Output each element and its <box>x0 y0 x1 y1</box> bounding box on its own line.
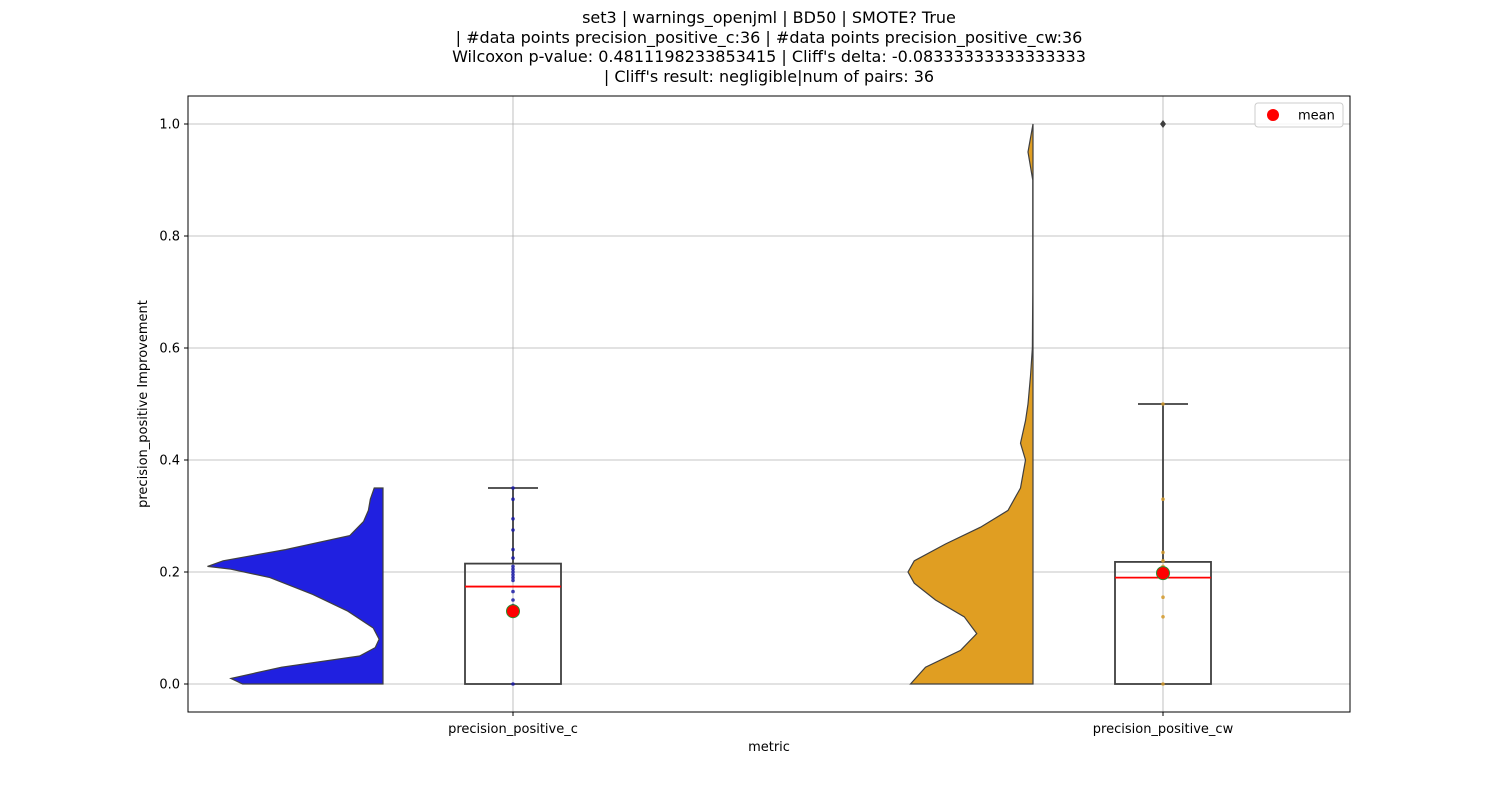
data-point <box>1161 550 1165 555</box>
box-layer <box>464 120 1212 686</box>
y-axis-label: precision_positive Improvement <box>136 300 151 508</box>
title-line: Wilcoxon p-value: 0.4811198233853415 | C… <box>452 47 1086 66</box>
violin-precision_positive_c <box>207 487 384 685</box>
legend-label: mean <box>1298 109 1335 124</box>
plot-frame <box>187 95 1351 713</box>
data-point <box>511 575 515 580</box>
y-tick-label: 0.4 <box>159 454 180 469</box>
legend-box <box>1254 102 1344 128</box>
title-line: | #data points precision_positive_c:36 |… <box>455 27 1083 47</box>
data-point <box>511 570 515 574</box>
title-line: | Cliff's result: negligible|num of pair… <box>603 66 935 86</box>
data-point <box>1161 559 1165 563</box>
data-point <box>511 589 515 594</box>
data-point <box>511 486 515 490</box>
y-tick-label: 1.0 <box>159 118 180 133</box>
data-point <box>511 573 515 577</box>
title-line: set3 | warnings_openjml | BD50 | SMOTE? … <box>582 8 956 27</box>
data-point <box>511 567 515 571</box>
mean-marker <box>506 604 520 619</box>
data-point <box>511 578 515 583</box>
axes-layer: 0.0 0.2 0.4 0.6 0.8 1.0 precision_positive_c pr… <box>136 95 1351 755</box>
y-tick-label: 0.2 <box>159 566 180 581</box>
violin-layer <box>207 123 1034 685</box>
chart-title: set3 | warnings_openjml | BD50 | SMOTE? … <box>0 8 1500 86</box>
data-point <box>511 556 515 560</box>
y-tick-label: 0.6 <box>159 342 180 357</box>
data-point <box>1161 615 1165 619</box>
legend-marker <box>1267 109 1279 121</box>
data-point <box>1161 497 1165 502</box>
data-point <box>511 682 515 686</box>
y-tick-label: 0.8 <box>159 230 180 245</box>
outlier-point <box>1160 120 1166 128</box>
data-point <box>511 497 515 502</box>
x-tick-label: precision_positive_cw <box>1093 722 1234 737</box>
data-point <box>1161 595 1165 599</box>
y-tick-label: 0.0 <box>159 678 180 693</box>
legend: mean <box>1254 102 1344 128</box>
data-point <box>1161 682 1165 686</box>
data-point <box>511 598 515 602</box>
violin-precision_positive_cw <box>907 123 1034 685</box>
x-tick-label: precision_positive_c <box>448 722 578 737</box>
data-point <box>1161 402 1165 406</box>
x-axis-label: metric <box>748 740 790 755</box>
data-point <box>511 517 515 521</box>
data-point <box>511 528 515 532</box>
data-point <box>511 564 515 569</box>
mean-marker <box>1156 566 1170 581</box>
data-point <box>511 547 515 552</box>
